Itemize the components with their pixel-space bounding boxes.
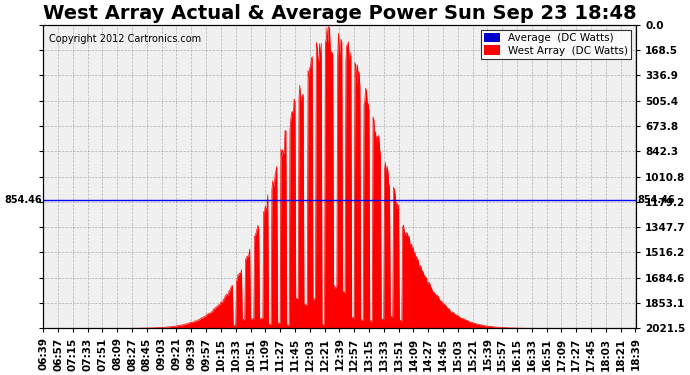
Text: 854.46: 854.46 (637, 195, 675, 205)
Text: 854.46: 854.46 (4, 195, 41, 205)
Text: Copyright 2012 Cartronics.com: Copyright 2012 Cartronics.com (49, 34, 201, 44)
Legend: Average  (DC Watts), West Array  (DC Watts): Average (DC Watts), West Array (DC Watts… (481, 30, 631, 59)
Title: West Array Actual & Average Power Sun Sep 23 18:48: West Array Actual & Average Power Sun Se… (43, 4, 637, 23)
